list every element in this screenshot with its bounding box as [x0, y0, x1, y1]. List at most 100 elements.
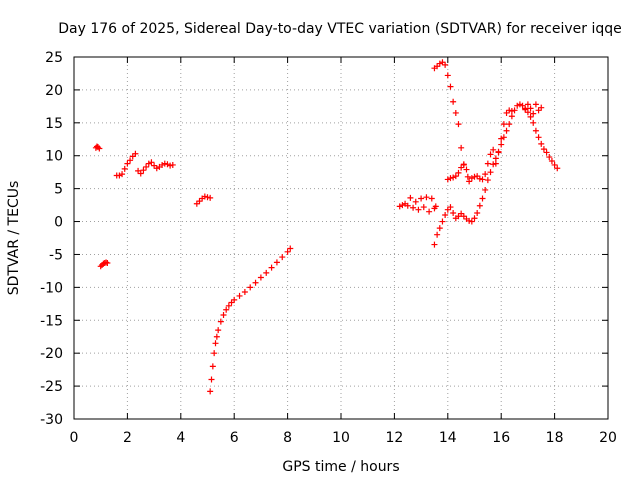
plot-frame [73, 56, 609, 420]
series-arc-9 [444, 161, 467, 183]
grid-lines [74, 57, 608, 419]
data-point [447, 83, 454, 90]
data-point [546, 154, 553, 161]
data-point [503, 109, 510, 116]
data-point [164, 161, 171, 168]
data-point [479, 195, 486, 202]
data-point [551, 161, 558, 168]
data-point [412, 198, 419, 205]
data-point [458, 210, 465, 217]
data-point [471, 173, 478, 180]
data-point [487, 169, 494, 176]
y-tick-label: 25 [45, 50, 63, 66]
data-point [121, 165, 128, 172]
data-point [140, 167, 147, 174]
data-point [532, 127, 539, 134]
data-point [530, 110, 537, 117]
y-tick-label: -10 [40, 280, 63, 296]
data-point [466, 178, 473, 185]
x-tick-label: 6 [230, 430, 239, 446]
series-arc-4 [193, 193, 214, 207]
data-point [468, 175, 475, 182]
data-point [464, 173, 471, 180]
data-point [252, 279, 259, 286]
axes: 0 2 4 6 8 10 12 14 16 18 20 -30 -25 -20 -15 -10 -5 0 5 10 15… [40, 50, 617, 446]
y-tick-label: -30 [40, 412, 63, 428]
series-arc-5 [207, 245, 294, 395]
series-arc-7 [431, 59, 515, 185]
y-tick-label: 20 [45, 83, 63, 99]
data-point [450, 174, 457, 181]
x-tick-label: 8 [283, 430, 292, 446]
data-point [500, 134, 507, 141]
x-tick-label: 20 [599, 430, 617, 446]
data-point [548, 157, 555, 164]
data-point [468, 218, 475, 225]
data-point [228, 299, 235, 306]
data-point [279, 254, 286, 261]
data-point [220, 312, 227, 319]
data-point [100, 260, 107, 267]
data-point [169, 161, 176, 168]
data-point [471, 215, 478, 222]
data-point [201, 193, 208, 200]
data-point [444, 72, 451, 79]
data-point [135, 167, 142, 174]
data-point [404, 202, 411, 209]
y-tick-label: 0 [54, 215, 63, 231]
data-point [143, 163, 150, 170]
data-point [420, 204, 427, 211]
data-point [538, 104, 545, 111]
data-point [436, 60, 443, 67]
data-point [450, 209, 457, 216]
data-point [208, 376, 215, 383]
data-point [554, 165, 561, 172]
data-point [399, 202, 406, 209]
data-point [482, 171, 489, 178]
data-point [498, 135, 505, 142]
data-point [484, 177, 491, 184]
data-point [487, 151, 494, 158]
data-point [213, 333, 220, 340]
data-point [273, 259, 280, 266]
data-point [444, 206, 451, 213]
y-tick-label: -5 [49, 247, 63, 263]
data-point [455, 213, 462, 220]
y-tick-label: -20 [40, 346, 63, 362]
series-arc-2 [97, 259, 111, 270]
y-tick-label: 15 [45, 116, 63, 132]
data-point [476, 202, 483, 209]
data-point [498, 141, 505, 148]
data-point [241, 288, 248, 295]
data-point [535, 134, 542, 141]
data-point [474, 173, 481, 180]
series-arc-8 [431, 101, 561, 248]
data-point [500, 121, 507, 128]
data-point [460, 213, 467, 220]
data-point [231, 296, 238, 303]
data-point [161, 160, 168, 167]
data-point [95, 144, 102, 151]
series-arc-10 [522, 101, 545, 117]
data-point [452, 173, 459, 180]
x-tick-label: 4 [176, 430, 185, 446]
data-point [407, 194, 414, 201]
data-point [145, 160, 152, 167]
data-point [209, 363, 216, 370]
data-point [151, 162, 158, 169]
data-point [490, 161, 497, 168]
x-axis-label: GPS time / hours [282, 459, 399, 475]
data-point [415, 206, 422, 213]
data-point [522, 106, 529, 113]
data-point [196, 198, 203, 205]
data-point [410, 204, 417, 211]
x-tick-label: 10 [332, 430, 350, 446]
data-points [92, 59, 561, 395]
data-point [103, 259, 110, 266]
y-tick-label: 5 [54, 182, 63, 198]
data-point [207, 194, 214, 201]
data-point [439, 59, 446, 66]
data-point [215, 327, 222, 334]
data-point [460, 161, 467, 168]
